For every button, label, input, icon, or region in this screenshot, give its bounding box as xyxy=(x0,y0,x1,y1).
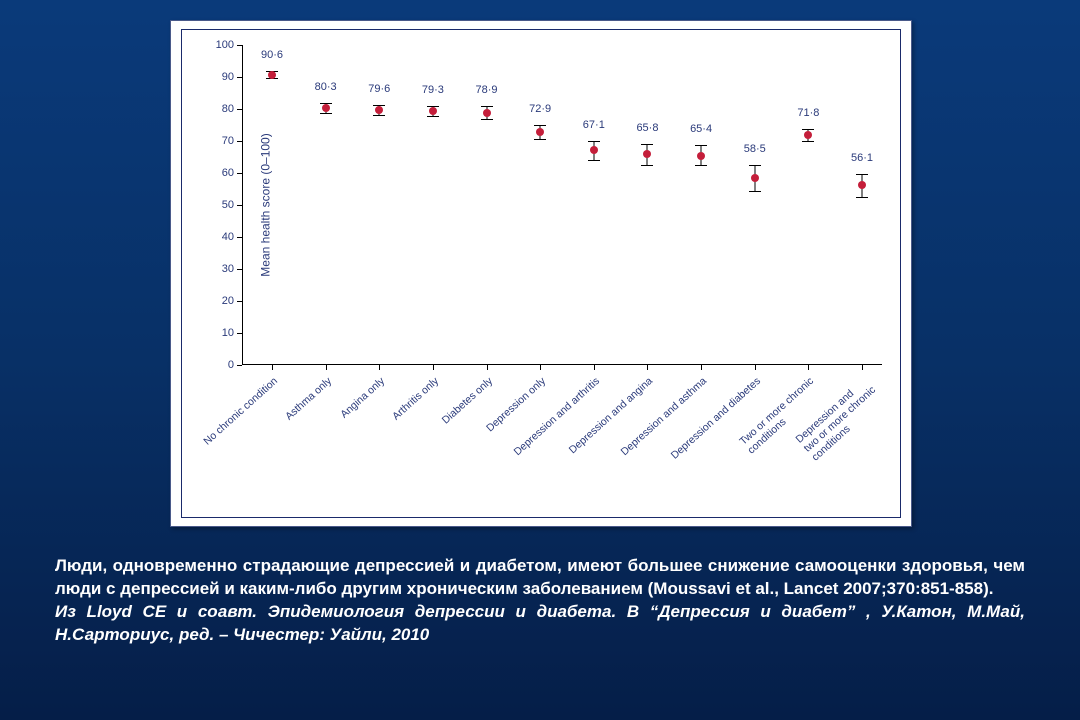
y-tick xyxy=(237,333,242,334)
x-tick xyxy=(808,365,809,370)
x-tick xyxy=(647,365,648,370)
x-tick xyxy=(755,365,756,370)
error-cap xyxy=(802,141,814,142)
y-tick-label: 80 xyxy=(222,103,234,115)
x-tick-label: Angina only xyxy=(338,375,387,421)
error-cap xyxy=(588,141,600,142)
x-tick xyxy=(594,365,595,370)
value-label: 65·8 xyxy=(636,122,658,134)
error-cap xyxy=(641,144,653,145)
y-tick-label: 30 xyxy=(222,263,234,275)
error-cap xyxy=(534,125,546,126)
value-label: 56·1 xyxy=(851,152,873,164)
error-cap xyxy=(641,165,653,166)
y-tick-label: 50 xyxy=(222,199,234,211)
marker-icon xyxy=(483,109,491,117)
x-tick-label: No chronic condition xyxy=(201,375,280,448)
x-tick xyxy=(862,365,863,370)
error-cap xyxy=(373,115,385,116)
value-label: 67·1 xyxy=(583,119,605,131)
y-tick-label: 20 xyxy=(222,295,234,307)
x-tick xyxy=(487,365,488,370)
value-label: 78·9 xyxy=(476,84,498,96)
marker-icon xyxy=(751,174,759,182)
plot-area: Mean health score (0–100) 01020304050607… xyxy=(242,45,882,365)
chart-panel: Mean health score (0–100) 0 10 20 30 40 50 60 7… xyxy=(170,20,912,527)
marker-icon xyxy=(429,107,437,115)
y-tick-label: 0 xyxy=(228,359,234,371)
y-tick xyxy=(237,141,242,142)
y-tick xyxy=(237,365,242,366)
error-cap xyxy=(481,106,493,107)
x-axis xyxy=(242,364,882,365)
marker-icon xyxy=(643,150,651,158)
y-tick xyxy=(237,77,242,78)
value-label: 90·6 xyxy=(261,49,283,61)
error-cap xyxy=(427,116,439,117)
y-tick-label: 60 xyxy=(222,167,234,179)
marker-icon xyxy=(375,106,383,114)
value-label: 65·4 xyxy=(690,123,712,135)
error-cap xyxy=(749,165,761,166)
marker-icon xyxy=(858,181,866,189)
y-tick-label: 40 xyxy=(222,231,234,243)
y-tick xyxy=(237,205,242,206)
marker-icon xyxy=(590,146,598,154)
x-tick-label: Arthritis only xyxy=(390,375,441,423)
error-cap xyxy=(695,165,707,166)
y-tick xyxy=(237,109,242,110)
y-tick-label: 90 xyxy=(222,71,234,83)
error-cap xyxy=(534,139,546,140)
y-axis-label: Mean health score (0–100) xyxy=(259,133,273,276)
x-tick xyxy=(540,365,541,370)
error-cap xyxy=(695,145,707,146)
marker-icon xyxy=(322,104,330,112)
x-tick-label: Asthma only xyxy=(283,375,334,423)
y-axis xyxy=(242,45,243,365)
x-tick xyxy=(272,365,273,370)
error-cap xyxy=(856,197,868,198)
slide: Mean health score (0–100) 0 10 20 30 40 50 60 7… xyxy=(0,0,1080,720)
y-tick xyxy=(237,237,242,238)
value-label: 71·8 xyxy=(797,107,819,119)
error-cap xyxy=(320,113,332,114)
marker-icon xyxy=(268,71,276,79)
marker-icon xyxy=(536,128,544,136)
value-label: 72·9 xyxy=(529,103,551,115)
y-tick-label: 100 xyxy=(216,39,234,51)
caption-source: Из Lloyd CE и соавт. Эпидемиология депре… xyxy=(55,602,1025,644)
x-tick xyxy=(326,365,327,370)
marker-icon xyxy=(804,131,812,139)
error-cap xyxy=(588,160,600,161)
value-label: 80·3 xyxy=(315,81,337,93)
y-tick xyxy=(237,301,242,302)
x-tick xyxy=(379,365,380,370)
x-tick-label: Diabetes only xyxy=(439,375,494,426)
y-tick xyxy=(237,173,242,174)
error-cap xyxy=(749,191,761,192)
error-cap xyxy=(856,174,868,175)
y-tick-label: 10 xyxy=(222,327,234,339)
x-tick xyxy=(701,365,702,370)
value-label: 79·3 xyxy=(422,84,444,96)
value-label: 79·6 xyxy=(368,83,390,95)
y-tick-label: 70 xyxy=(222,135,234,147)
y-tick xyxy=(237,45,242,46)
x-tick xyxy=(433,365,434,370)
error-cap xyxy=(481,119,493,120)
caption-main: Люди, одновременно страдающие депрессией… xyxy=(55,556,1025,598)
caption-block: Люди, одновременно страдающие депрессией… xyxy=(55,555,1025,647)
chart-border: Mean health score (0–100) 0 10 20 30 40 50 60 7… xyxy=(181,29,901,518)
value-label: 58·5 xyxy=(744,143,766,155)
marker-icon xyxy=(697,152,705,160)
y-tick xyxy=(237,269,242,270)
